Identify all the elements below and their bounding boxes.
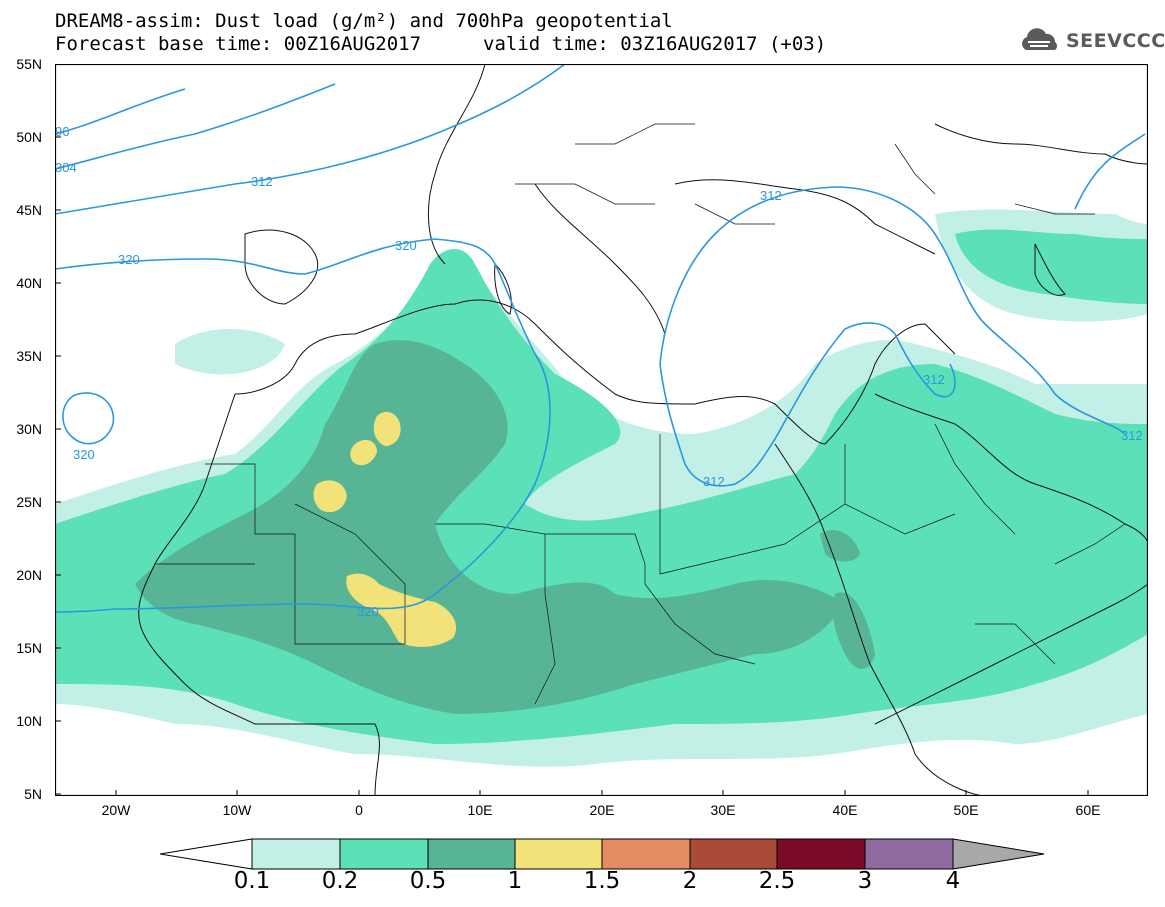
lon-label: 0 [355, 802, 363, 818]
colorbar-tick: 2.5 [758, 868, 796, 894]
colorbar-tick: 4 [945, 868, 961, 894]
contour-line [894, 333, 956, 398]
contour-label: 320 [118, 252, 140, 267]
geopotential-contours [55, 64, 1146, 613]
contour-label: 304 [55, 160, 77, 175]
contour-label: 312 [251, 174, 273, 189]
dust-yellow-patch [346, 573, 457, 647]
forecast-base-time: Forecast base time: 00Z16AUG2017 [55, 33, 422, 55]
contour-label: 312 [1121, 428, 1143, 443]
colorbar-bin [251, 838, 341, 870]
lon-label: 30E [710, 802, 736, 818]
lon-label: 60E [1075, 802, 1101, 818]
map-title: DREAM8-assim: Dust load (g/m²) and 700hP… [55, 10, 673, 32]
contour-line [55, 83, 336, 170]
dust-dark-patch [820, 530, 860, 562]
colorbar-tick: 1.5 [583, 868, 621, 894]
contour-line [55, 238, 551, 613]
contour-labels: 96 304 312 320 320 320 320 312 312 312 3… [55, 124, 1143, 619]
dust-light-patch [175, 329, 285, 375]
contour-label: 312 [760, 188, 782, 203]
lat-label: 50N [16, 129, 42, 145]
contour-label: 312 [923, 372, 945, 387]
lat-label: 45N [16, 202, 42, 218]
lat-label: 20N [16, 567, 42, 583]
contour-line [62, 392, 115, 445]
colorbar-bin [689, 838, 778, 870]
lon-label: 20W [101, 802, 131, 818]
contour-line [659, 322, 896, 487]
dust-load-map: 96 304 312 320 320 320 320 312 312 312 3… [55, 64, 1148, 796]
contour-label: 320 [395, 238, 417, 253]
lat-label: 40N [16, 275, 42, 291]
lat-label: 30N [16, 421, 42, 437]
lon-label: 50E [953, 802, 979, 818]
contour-line [1074, 133, 1146, 210]
colorbar-tick: 0.5 [409, 868, 447, 894]
contour-label: 312 [703, 474, 725, 489]
country-borders [155, 123, 1126, 705]
contour-line [55, 88, 186, 135]
dust-yellow-patch [350, 439, 377, 466]
lat-label: 25N [16, 494, 42, 510]
contour-line [55, 64, 566, 215]
colorbar-under [160, 838, 253, 870]
lon-label: 20E [589, 802, 615, 818]
colorbar-bin [864, 838, 954, 870]
cloud-logo-icon [1022, 28, 1057, 50]
contour-label: 96 [55, 124, 69, 139]
colorbar-tick: 1 [507, 868, 523, 894]
seevccc-logo: SEEVCCC [1018, 26, 1165, 56]
lon-label: 10W [222, 802, 252, 818]
colorbar-tick: 0.2 [321, 868, 359, 894]
coastlines [138, 64, 1148, 796]
lon-label: 40E [832, 802, 858, 818]
map-frame [55, 64, 1148, 796]
colorbar-tick: 0.1 [233, 868, 271, 894]
colorbar [160, 838, 1045, 870]
valid-time: valid time: 03Z16AUG2017 (+03) [483, 33, 827, 55]
dust-yellow-patch [373, 411, 401, 446]
contour-label: 320 [73, 447, 95, 462]
colorbar-over [952, 838, 1045, 870]
lat-label: 10N [16, 713, 42, 729]
lat-label: 5N [24, 786, 42, 802]
dust-dark-region [135, 340, 845, 714]
dust-medium-east [955, 229, 1148, 304]
lat-label: 35N [16, 348, 42, 364]
colorbar-bin [601, 838, 691, 870]
forecast-time-line: Forecast base time: 00Z16AUG2017 valid ti… [55, 33, 826, 55]
dust-yellow-patch [313, 480, 347, 513]
dust-area-1 [313, 411, 457, 647]
colorbar-bin [776, 838, 866, 870]
colorbar-bin [339, 838, 429, 870]
colorbar-tick: 3 [857, 868, 873, 894]
lat-label: 55N [16, 56, 42, 72]
contour-label: 320 [357, 604, 379, 619]
lat-label: 15N [16, 640, 42, 656]
logo-text: SEEVCCC [1066, 30, 1165, 52]
colorbar-bin [514, 838, 603, 870]
colorbar-bin [427, 838, 516, 870]
contour-line [659, 186, 1126, 435]
lon-label: 10E [467, 802, 493, 818]
colorbar-tick: 2 [682, 868, 698, 894]
